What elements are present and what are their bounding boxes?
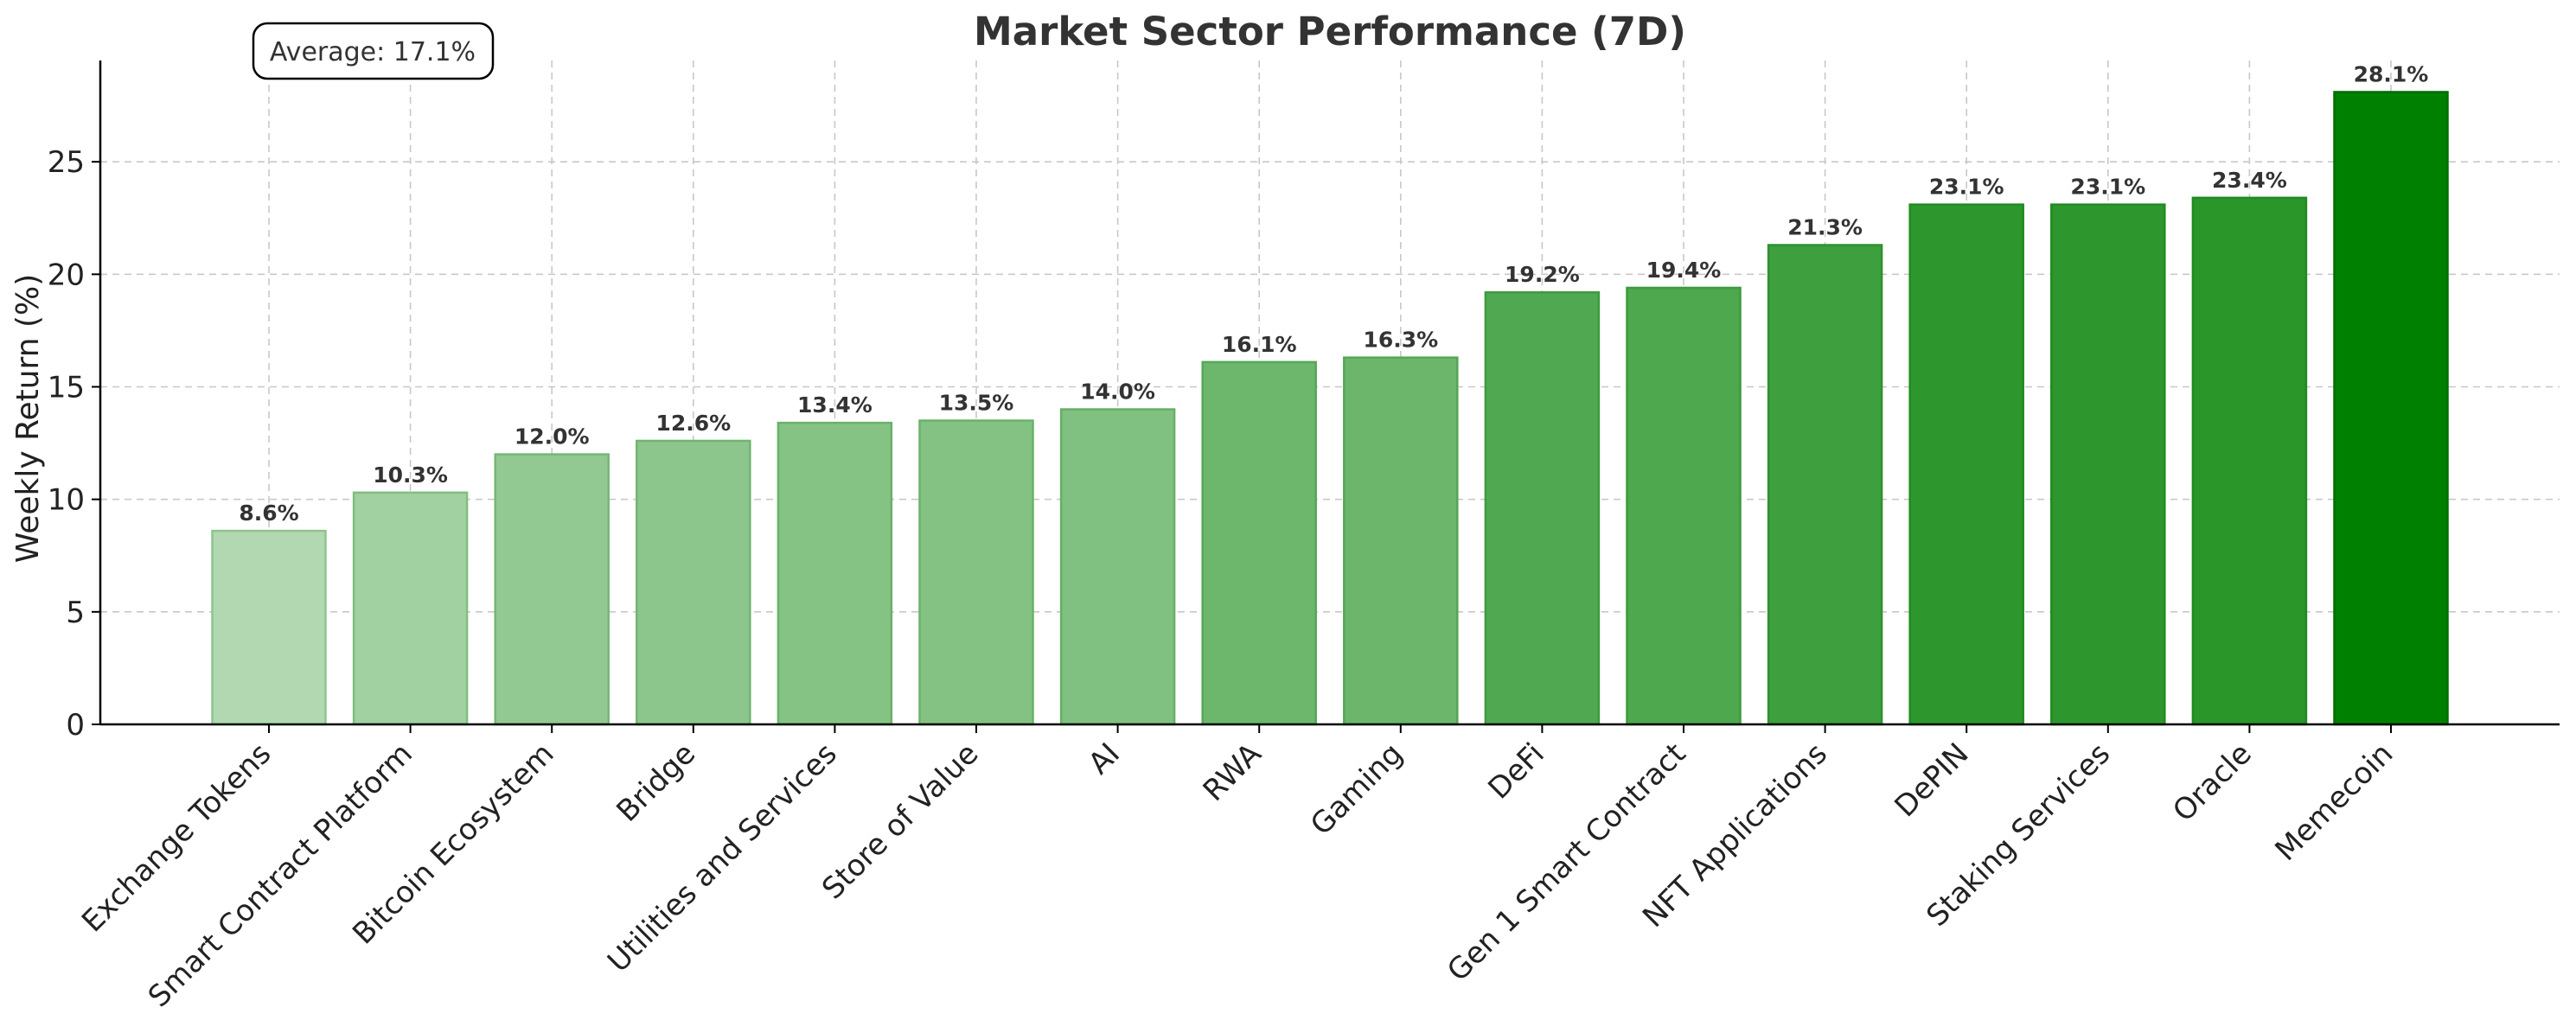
bar-value-label: 13.5%: [939, 391, 1014, 416]
bar: [1767, 244, 1883, 726]
x-tick-label: Utilities and Services: [601, 736, 844, 979]
bar: [1201, 360, 1317, 726]
bar-value-label: 19.2%: [1505, 262, 1580, 287]
bar: [1059, 408, 1176, 726]
bar-value-label: 16.3%: [1363, 328, 1438, 353]
bar-value-label: 23.1%: [2070, 175, 2145, 200]
x-tick-label: AI: [1082, 736, 1127, 781]
bar-layer: [211, 91, 2449, 726]
bar-value-label: 23.4%: [2212, 168, 2287, 193]
y-tick-label: 15: [48, 370, 85, 405]
bar: [1626, 286, 1742, 726]
bar: [636, 439, 751, 726]
bar-value-label: 21.3%: [1787, 214, 1863, 239]
bar-value-label: 14.0%: [1080, 379, 1155, 405]
bar: [1908, 203, 2024, 726]
bar-value-label: 10.3%: [373, 462, 448, 488]
bar-value-label: 13.4%: [797, 392, 873, 418]
bar-value-label: 23.1%: [1929, 175, 2004, 200]
average-annotation: Average: 17.1%: [252, 22, 495, 80]
bar: [494, 453, 610, 726]
x-tick-label: Bridge: [610, 736, 703, 829]
data-label-layer: 8.6% 10.3% 12.0% 12.6% 13.4% 13.5% 14.0% 16.1% 1…: [239, 61, 2428, 526]
x-tick-label: Memecoin: [2268, 736, 2400, 868]
chart-title: Market Sector Performance (7D): [974, 9, 1686, 54]
bar-value-label: 12.6%: [655, 411, 731, 436]
x-tick-label: DeFi: [1481, 736, 1550, 806]
x-tick-label: DePIN: [1888, 736, 1975, 824]
average-annotation-box: [252, 22, 495, 80]
bar-value-label: 8.6%: [239, 500, 298, 526]
bar: [2333, 91, 2449, 726]
x-tick-label: RWA: [1197, 736, 1269, 808]
bar-value-label: 19.4%: [1646, 258, 1722, 283]
y-tick-label: 20: [48, 258, 85, 292]
bar: [211, 529, 327, 726]
bar: [918, 419, 1034, 726]
y-tick-label: 10: [48, 483, 85, 518]
y-axis-label: Weekly Return (%): [10, 274, 46, 564]
bar-value-label: 12.0%: [515, 424, 590, 449]
y-tick-label: 5: [66, 596, 85, 630]
bar-value-label: 28.1%: [2354, 61, 2429, 86]
bar: [1343, 356, 1459, 726]
bar: [2050, 203, 2166, 726]
x-tick-label: Gaming: [1304, 736, 1409, 842]
bar-value-label: 16.1%: [1222, 332, 1297, 357]
y-tick-label: 0: [66, 708, 85, 743]
bar: [2191, 196, 2308, 726]
bar: [352, 491, 469, 726]
x-tick-label: Smart Contract Platform: [142, 736, 419, 1014]
grid-layer: [100, 61, 2560, 724]
bar: [1484, 290, 1601, 726]
bar: [777, 421, 893, 726]
y-tick-label: 25: [48, 145, 85, 180]
x-tick-label: Oracle: [2166, 736, 2259, 829]
average-annotation-text: Average: 17.1%: [270, 37, 476, 67]
x-tick-label: Gen 1 Smart Contract: [1441, 736, 1692, 988]
